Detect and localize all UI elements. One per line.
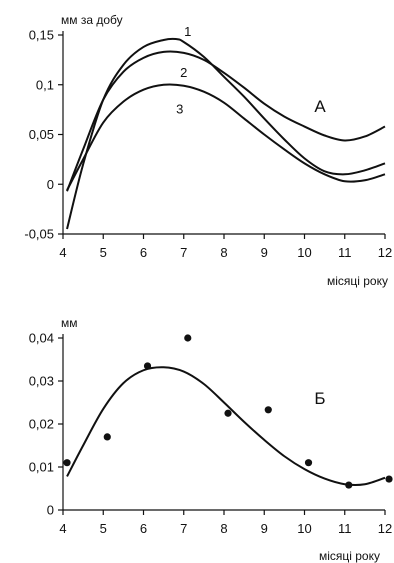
y-tick-label: 0	[47, 503, 54, 518]
x-tick-label: 7	[180, 245, 187, 260]
chart-panel-b: 0 0,01 0,02 0,03 0,04 4 5 6 7 8 9 10 11 12 мм місяці ро…	[29, 316, 393, 563]
data-point	[264, 406, 272, 414]
y-tick-label: 0,05	[29, 127, 54, 142]
x-tick-label: 8	[220, 521, 227, 536]
data-point	[224, 409, 232, 417]
x-axis-title: місяці року	[319, 549, 380, 563]
y-tick-label: 0,1	[36, 77, 54, 92]
data-point	[63, 459, 71, 467]
series-line-3	[66, 83, 386, 191]
x-tick-label: 6	[140, 521, 147, 536]
series-label-1: 1	[184, 24, 191, 39]
y-tick-label: 0,03	[29, 374, 54, 389]
fit-curve	[66, 366, 386, 486]
x-tick-label: 10	[297, 245, 311, 260]
data-point	[103, 433, 111, 441]
x-tick-label: 11	[338, 521, 352, 536]
data-point	[184, 334, 192, 342]
x-tick-label: 8	[220, 245, 227, 260]
x-tick-label: 9	[261, 521, 268, 536]
data-point	[385, 475, 393, 483]
x-tick-label: 6	[140, 245, 147, 260]
x-tick-label: 10	[297, 521, 311, 536]
series-label-3: 3	[176, 102, 183, 117]
series-line-2	[66, 50, 386, 192]
y-axis-title: мм	[61, 316, 78, 330]
panel-label: Б	[314, 389, 325, 408]
panel-label: А	[314, 97, 326, 116]
y-tick-label: 0,02	[29, 417, 54, 432]
y-axis-title: мм за добу	[61, 13, 123, 27]
series-label-2: 2	[180, 65, 187, 80]
x-tick-label: 12	[378, 521, 392, 536]
data-point	[345, 481, 353, 489]
y-tick-label: -0,05	[24, 227, 54, 242]
x-tick-label: 7	[180, 521, 187, 536]
data-point	[143, 362, 152, 370]
y-tick-label: 0	[47, 177, 54, 192]
y-tick-label: 0,15	[29, 28, 54, 43]
x-tick-label: 5	[100, 245, 107, 260]
x-tick-label: 9	[261, 245, 268, 260]
x-tick-label: 11	[338, 245, 352, 260]
series-line-1	[66, 37, 386, 230]
x-tick-label: 12	[378, 245, 392, 260]
y-tick-label: 0,04	[29, 331, 54, 346]
x-tick-label: 4	[59, 245, 66, 260]
x-axis-title: місяці року	[327, 274, 388, 288]
x-tick-label: 5	[100, 521, 107, 536]
x-tick-label: 4	[59, 521, 66, 536]
y-tick-label: 0,01	[29, 460, 54, 475]
data-point	[304, 459, 313, 467]
